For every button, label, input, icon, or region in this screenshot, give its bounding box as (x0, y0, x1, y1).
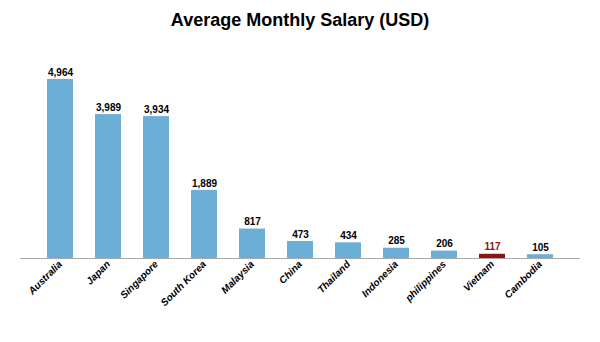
svg-text:Vietnam: Vietnam (461, 258, 496, 293)
svg-text:473: 473 (292, 229, 309, 240)
svg-text:3,989: 3,989 (96, 102, 121, 113)
svg-text:China: China (277, 258, 305, 286)
svg-text:philippines: philippines (402, 258, 448, 304)
svg-text:Thailand: Thailand (315, 258, 352, 295)
svg-text:3,934: 3,934 (144, 104, 169, 115)
svg-text:434: 434 (340, 230, 357, 241)
svg-text:Australia: Australia (25, 258, 64, 297)
svg-text:South Korea: South Korea (158, 258, 208, 308)
svg-text:206: 206 (436, 238, 453, 249)
svg-text:4,964: 4,964 (48, 67, 73, 78)
svg-text:1,889: 1,889 (192, 178, 217, 189)
svg-text:Japan: Japan (84, 258, 112, 286)
svg-text:105: 105 (532, 242, 549, 253)
svg-text:Singapore: Singapore (118, 258, 161, 301)
svg-text:817: 817 (244, 216, 261, 227)
svg-text:Cambodia: Cambodia (502, 258, 544, 300)
svg-text:117: 117 (484, 241, 501, 252)
svg-text:Indonesia: Indonesia (359, 258, 400, 299)
svg-text:285: 285 (388, 235, 405, 246)
svg-text:Malaysia: Malaysia (219, 258, 257, 296)
html-text:Average Monthly Salary (USD): Average Monthly Salary (USD) (170, 10, 430, 30)
